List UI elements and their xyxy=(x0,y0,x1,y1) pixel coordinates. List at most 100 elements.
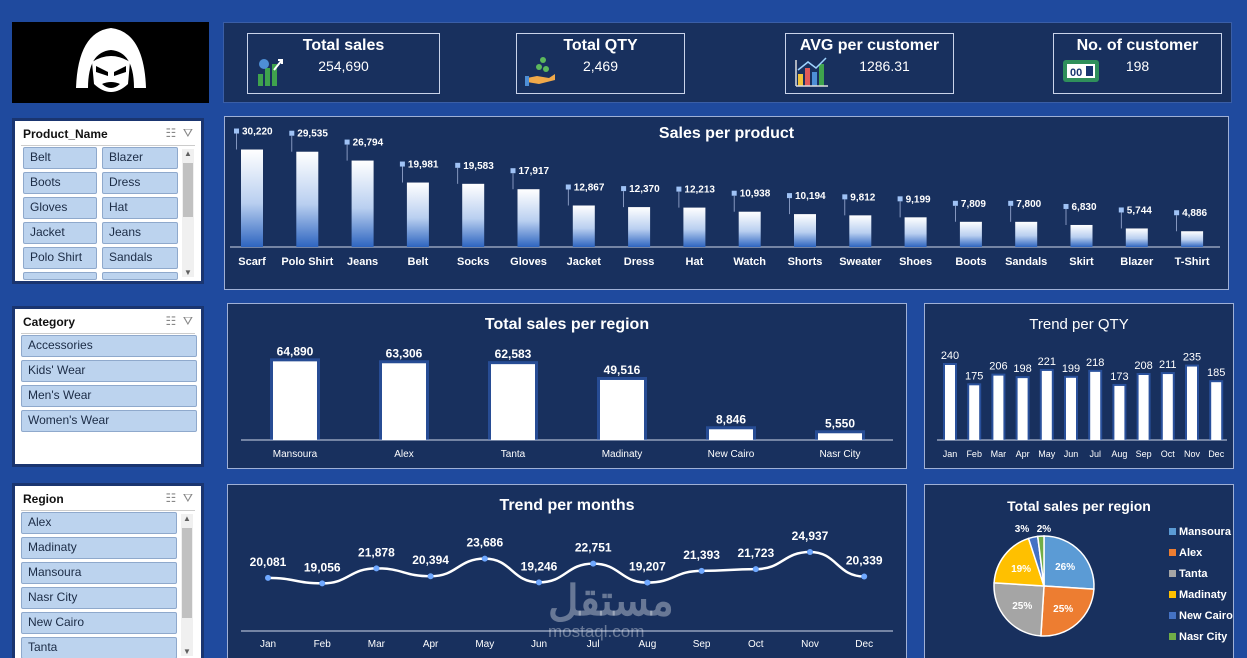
label-marker xyxy=(1008,200,1014,206)
x-tick-label: Nov xyxy=(801,639,819,650)
bar xyxy=(1070,224,1093,247)
pie-slice xyxy=(993,537,1046,587)
data-label: 10,938 xyxy=(740,189,771,200)
clear-filter-icon[interactable]: ⛛ xyxy=(182,314,193,328)
slicer-item[interactable]: Jacket xyxy=(23,222,97,244)
legend-swatch xyxy=(1169,570,1176,577)
data-label: 206 xyxy=(989,361,1007,373)
x-tick-label: Jul xyxy=(587,639,600,650)
x-tick-label: May xyxy=(475,639,494,650)
slicer-item[interactable]: Gloves xyxy=(23,197,97,219)
scroll-down-icon[interactable]: ▼ xyxy=(184,268,192,277)
slicer-product-name: Product_Name ☷ ⛛ Belt Blazer Boots Dress… xyxy=(12,118,204,284)
slicer-item[interactable]: Sandals xyxy=(102,247,178,269)
bar xyxy=(600,379,644,440)
data-label: 7,809 xyxy=(961,199,986,210)
slicer-item[interactable]: Polo Shirt xyxy=(23,247,97,269)
slicer-item[interactable]: Alex xyxy=(21,512,177,534)
legend-swatch xyxy=(1169,633,1176,640)
slicer-item[interactable]: Blazer xyxy=(102,147,178,169)
x-tick-label: Nov xyxy=(1184,449,1201,459)
label-marker xyxy=(565,184,571,190)
multi-select-icon[interactable]: ☷ xyxy=(165,126,177,140)
bar xyxy=(849,215,872,247)
bar xyxy=(738,211,761,247)
bar xyxy=(1187,366,1197,440)
x-tick-label: Jan xyxy=(943,449,958,459)
clear-filter-icon[interactable]: ⛛ xyxy=(182,491,193,505)
kpi-no-of-customer: No. of customer 198 00 xyxy=(1053,33,1222,94)
slicer-item[interactable]: Accessories xyxy=(21,335,197,357)
slicer-item[interactable]: Hat xyxy=(102,197,178,219)
x-tick-label: Dec xyxy=(1208,449,1225,459)
bar xyxy=(1017,378,1028,440)
slicer-item[interactable]: Madinaty xyxy=(21,537,177,559)
data-label: 185 xyxy=(1207,367,1225,379)
x-tick-label: Sweater xyxy=(839,256,882,268)
bar xyxy=(1125,228,1148,247)
kpi-title: Total sales xyxy=(302,37,385,54)
slicer-scrollbar[interactable]: ▲ ▼ xyxy=(181,514,193,656)
chart-title: Trend per QTY xyxy=(1029,316,1129,333)
kpi-avg-per-customer: AVG per customer 1286.31 xyxy=(785,33,954,94)
money-growth-icon xyxy=(258,59,283,86)
label-marker xyxy=(787,193,792,199)
slicer-item[interactable]: Dress xyxy=(102,172,178,194)
x-tick-label: Belt xyxy=(408,256,429,268)
x-tick-label: Blazer xyxy=(1120,256,1154,268)
slicer-item-partial[interactable] xyxy=(102,272,178,280)
data-label: 12,213 xyxy=(684,185,715,196)
slicer-item[interactable]: Boots xyxy=(23,172,97,194)
slicer-item[interactable]: Jeans xyxy=(102,222,178,244)
label-marker xyxy=(842,194,848,200)
chart-title: Trend per months xyxy=(499,497,635,514)
kpi-total-qty: Total QTY 2,469 xyxy=(516,33,685,94)
bar xyxy=(1041,370,1052,440)
kpi-strip: Total sales 254,690 Total QTY 2,469 AVG … xyxy=(223,22,1232,103)
x-tick-label: Shoes xyxy=(899,256,932,268)
x-tick-label: Scarf xyxy=(238,256,266,268)
pie-slice xyxy=(1036,535,1045,587)
slicer-item[interactable]: New Cairo xyxy=(21,612,177,634)
pie-slice xyxy=(993,582,1045,637)
slicer-item-partial[interactable] xyxy=(23,272,97,280)
data-label: 5,550 xyxy=(825,416,855,430)
slicer-item[interactable]: Belt xyxy=(23,147,97,169)
data-label: 26,794 xyxy=(353,138,384,149)
data-point xyxy=(807,549,813,556)
data-point xyxy=(752,566,759,573)
x-tick-label: Oct xyxy=(748,639,764,650)
bar xyxy=(818,433,862,440)
data-label: 20,394 xyxy=(412,553,449,567)
slicer-item[interactable]: Women's Wear xyxy=(21,410,197,432)
data-label: 63,306 xyxy=(386,346,423,360)
multi-select-icon[interactable]: ☷ xyxy=(165,314,177,328)
x-tick-label: Mar xyxy=(368,639,386,650)
scroll-down-icon[interactable]: ▼ xyxy=(183,647,191,656)
slicer-item[interactable]: Tanta xyxy=(21,637,177,658)
data-label: 199 xyxy=(1062,363,1080,375)
scroll-up-icon[interactable]: ▲ xyxy=(184,149,192,158)
data-label: 26% xyxy=(1055,562,1075,573)
label-marker xyxy=(234,128,239,134)
scroll-thumb[interactable] xyxy=(183,163,193,217)
data-point xyxy=(319,580,326,587)
chart-title: Sales per product xyxy=(658,125,795,142)
bar xyxy=(683,207,706,247)
scroll-up-icon[interactable]: ▲ xyxy=(183,514,191,523)
slicer-item[interactable]: Nasr City xyxy=(21,587,177,609)
slicer-item[interactable]: Mansoura xyxy=(21,562,177,584)
legend-label: Madinaty xyxy=(1179,589,1228,601)
clear-filter-icon[interactable]: ⛛ xyxy=(182,126,193,140)
scroll-thumb[interactable] xyxy=(182,528,192,618)
data-point xyxy=(481,555,488,562)
slicer-scrollbar[interactable]: ▲ ▼ xyxy=(182,149,194,277)
data-label: 21,393 xyxy=(683,548,720,562)
slicer-item[interactable]: Kids' Wear xyxy=(21,360,197,382)
slicer-item[interactable]: Men's Wear xyxy=(21,385,197,407)
data-label: 29,535 xyxy=(297,129,328,140)
x-tick-label: Sep xyxy=(1136,449,1152,459)
x-tick-label: Feb xyxy=(966,449,982,459)
data-label: 221 xyxy=(1038,356,1056,368)
multi-select-icon[interactable]: ☷ xyxy=(165,491,177,505)
